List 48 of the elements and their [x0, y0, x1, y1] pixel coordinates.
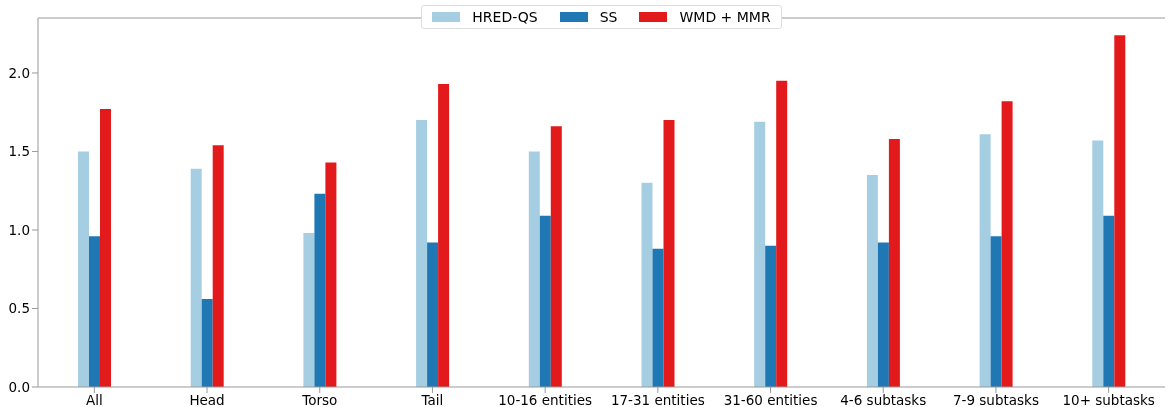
bar — [550, 126, 562, 387]
bar — [877, 242, 889, 387]
bar — [427, 242, 439, 387]
bar — [1092, 140, 1104, 387]
x-tick-label: 31-60 entities — [723, 391, 818, 407]
bar — [990, 236, 1002, 387]
bar — [539, 215, 551, 387]
bar — [1001, 101, 1013, 387]
bar — [776, 80, 788, 387]
bar — [1103, 215, 1115, 387]
bar — [416, 120, 428, 387]
bar — [438, 83, 450, 387]
bar — [528, 151, 540, 387]
bar — [314, 193, 326, 387]
x-tick-label: 7-9 subtasks — [952, 391, 1039, 407]
bar — [100, 109, 111, 387]
bar — [663, 120, 675, 387]
y-tick-label: 0.0 — [8, 378, 30, 395]
bar — [190, 168, 202, 387]
x-tick-label: 17-31 entities — [610, 391, 705, 407]
x-tick-label: All — [85, 391, 103, 407]
y-tick-label: 2.0 — [8, 64, 30, 81]
bar — [652, 248, 664, 387]
bar — [325, 162, 337, 387]
legend-label: WMD + MMR — [679, 9, 771, 25]
legend-label: SS — [599, 9, 618, 25]
y-tick-label: 1.5 — [8, 143, 30, 160]
legend-label: HRED-QS — [472, 9, 538, 25]
bar — [1114, 35, 1126, 387]
x-tick-label: Head — [189, 391, 225, 407]
bar — [641, 182, 653, 387]
y-tick-label: 0.5 — [8, 300, 30, 317]
bar — [765, 245, 777, 387]
x-tick-label: 10+ subtasks — [1062, 391, 1155, 407]
bar — [866, 175, 878, 387]
x-tick-label: Torso — [301, 391, 338, 407]
bar — [303, 233, 315, 387]
y-tick-label: 1.0 — [8, 221, 30, 238]
bar — [979, 134, 991, 387]
x-tick-label: 10-16 entities — [498, 391, 593, 407]
bar — [78, 151, 89, 387]
bar — [212, 145, 224, 387]
bar — [888, 138, 900, 387]
x-tick-label: 4-6 subtasks — [840, 391, 927, 407]
bar — [89, 236, 100, 387]
bar — [201, 299, 213, 387]
x-tick-label: Tail — [420, 391, 444, 407]
bar — [754, 121, 766, 387]
